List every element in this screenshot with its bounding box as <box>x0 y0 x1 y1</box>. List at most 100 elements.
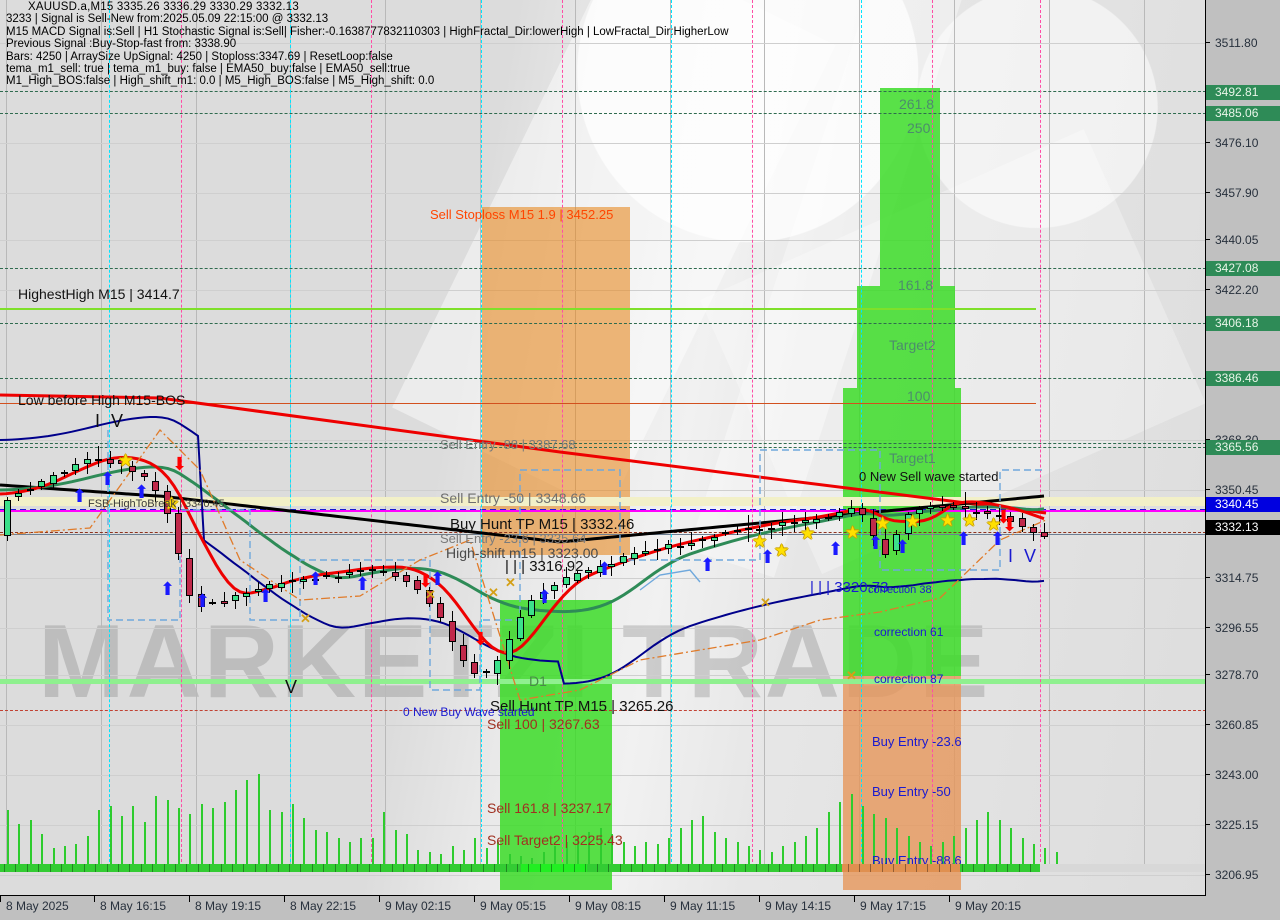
buy-arrow-up-icon[interactable]: ⬆ <box>895 537 911 557</box>
candle-body[interactable] <box>585 569 592 574</box>
candle-body[interactable] <box>882 539 889 555</box>
candle-body[interactable] <box>848 507 855 515</box>
candle-body[interactable] <box>129 466 136 472</box>
candle-body[interactable] <box>608 563 615 568</box>
candle-body[interactable] <box>745 528 752 531</box>
candle-body[interactable] <box>437 603 444 619</box>
candle-body[interactable] <box>255 589 262 593</box>
candle-body[interactable] <box>996 515 1003 518</box>
cross-marker-icon[interactable]: ✕ <box>488 585 499 600</box>
candle-body[interactable] <box>164 491 171 515</box>
star-signal-marker[interactable]: ★ <box>118 451 134 470</box>
buy-arrow-up-icon[interactable]: ⬆ <box>597 559 613 579</box>
candle-body[interactable] <box>927 506 934 509</box>
candle-body[interactable] <box>50 474 57 485</box>
buy-arrow-up-icon[interactable]: ⬆ <box>308 569 324 589</box>
candle-body[interactable] <box>905 514 912 535</box>
candle-body[interactable] <box>734 530 741 533</box>
candle-body[interactable] <box>449 621 456 643</box>
candle-body[interactable] <box>84 458 91 465</box>
candle-body[interactable] <box>779 522 786 526</box>
candle-body[interactable] <box>916 509 923 514</box>
candle-body[interactable] <box>665 544 672 550</box>
candle-body[interactable] <box>266 583 273 590</box>
candle-body[interactable] <box>323 575 330 578</box>
sell-arrow-down-icon[interactable]: ⬇ <box>172 454 188 474</box>
candle-body[interactable] <box>642 551 649 554</box>
candle-body[interactable] <box>677 546 684 549</box>
buy-arrow-up-icon[interactable]: ⬆ <box>828 539 844 559</box>
candle-body[interactable] <box>984 510 991 514</box>
candle-body[interactable] <box>38 481 45 488</box>
candle-body[interactable] <box>962 506 969 509</box>
candle-body[interactable] <box>813 518 820 523</box>
candle-body[interactable] <box>939 505 946 508</box>
buy-arrow-up-icon[interactable]: ⬆ <box>72 486 88 506</box>
cross-marker-icon[interactable]: ✕ <box>846 668 857 683</box>
buy-arrow-up-icon[interactable]: ⬆ <box>700 555 716 575</box>
buy-arrow-up-icon[interactable]: ⬆ <box>195 591 211 611</box>
sell-arrow-down-icon[interactable]: ⬇ <box>418 571 434 591</box>
candle-body[interactable] <box>540 591 547 599</box>
buy-arrow-up-icon[interactable]: ⬆ <box>258 586 274 606</box>
candle-body[interactable] <box>152 480 159 491</box>
candle-body[interactable] <box>836 511 843 517</box>
candle-body[interactable] <box>118 460 125 464</box>
candle-body[interactable] <box>802 519 809 524</box>
candle-body[interactable] <box>380 570 387 573</box>
star-signal-marker[interactable]: ★ <box>845 523 861 542</box>
star-signal-marker[interactable]: ★ <box>774 541 790 560</box>
candle-body[interactable] <box>4 500 11 537</box>
candle-body[interactable] <box>1041 532 1048 537</box>
buy-arrow-up-icon[interactable]: ⬆ <box>100 469 116 489</box>
buy-arrow-up-icon[interactable]: ⬆ <box>160 579 176 599</box>
candle-body[interactable] <box>300 579 307 583</box>
candle-body[interactable] <box>335 577 342 580</box>
star-signal-marker[interactable]: ★ <box>752 532 768 551</box>
candle-body[interactable] <box>1019 518 1026 528</box>
candle-body[interactable] <box>551 585 558 592</box>
buy-arrow-up-icon[interactable]: ⬆ <box>956 529 972 549</box>
candle-body[interactable] <box>61 472 68 475</box>
cross-marker-icon[interactable]: ✕ <box>505 575 516 590</box>
candle-body[interactable] <box>494 659 501 674</box>
candle-body[interactable] <box>426 589 433 604</box>
candle-body[interactable] <box>631 552 638 559</box>
candle-body[interactable] <box>95 458 102 461</box>
candle-body[interactable] <box>209 601 216 604</box>
candle-body[interactable] <box>768 527 775 530</box>
sell-arrow-down-icon[interactable]: ⬇ <box>996 507 1012 527</box>
star-signal-marker[interactable]: ★ <box>986 515 1002 534</box>
candle-body[interactable] <box>688 543 695 547</box>
time-scale[interactable]: 8 May 2025 8 May 16:15 8 May 19:15 8 May 22… <box>0 895 1206 920</box>
candle-body[interactable] <box>403 574 410 582</box>
candle-body[interactable] <box>574 572 581 581</box>
candle-body[interactable] <box>597 565 604 573</box>
candle-body[interactable] <box>15 492 22 497</box>
candle-body[interactable] <box>711 537 718 542</box>
cross-marker-icon[interactable]: ✕ <box>760 595 771 610</box>
candle-body[interactable] <box>357 570 364 573</box>
sell-arrow-down-icon[interactable]: ⬇ <box>473 629 489 649</box>
star-signal-marker[interactable]: ★ <box>875 514 891 533</box>
candle-body[interactable] <box>198 594 205 608</box>
candle-body[interactable] <box>346 571 353 576</box>
buy-arrow-up-icon[interactable]: ⬆ <box>134 482 150 502</box>
candle-body[interactable] <box>506 638 513 661</box>
candle-body[interactable] <box>141 472 148 477</box>
star-signal-marker[interactable]: ★ <box>164 494 180 513</box>
candle-body[interactable] <box>186 557 193 597</box>
candle-body[interactable] <box>699 539 706 542</box>
candle-body[interactable] <box>563 577 570 586</box>
candle-body[interactable] <box>528 600 535 616</box>
candle-body[interactable] <box>232 594 239 602</box>
cross-marker-icon[interactable]: ✕ <box>425 587 436 602</box>
candle-body[interactable] <box>369 569 376 572</box>
candle-body[interactable] <box>654 548 661 552</box>
candle-body[interactable] <box>27 489 34 492</box>
candle-body[interactable] <box>278 582 285 588</box>
cross-marker-icon[interactable]: ✕ <box>300 611 311 626</box>
chart-plot-area[interactable]: MARKETZI TRADE ★ ★ ★ ★ ★ ★ ★ ★ ★ ★ ★ ⬆ ⬆ ⬆ ⬆ ⬆ ⬆ ⬆ ⬆ ⬆ ⬆ ⬆ ⬆ ⬆ ⬆… <box>0 0 1206 896</box>
star-signal-marker[interactable]: ★ <box>905 512 921 531</box>
candle-body[interactable] <box>973 511 980 514</box>
